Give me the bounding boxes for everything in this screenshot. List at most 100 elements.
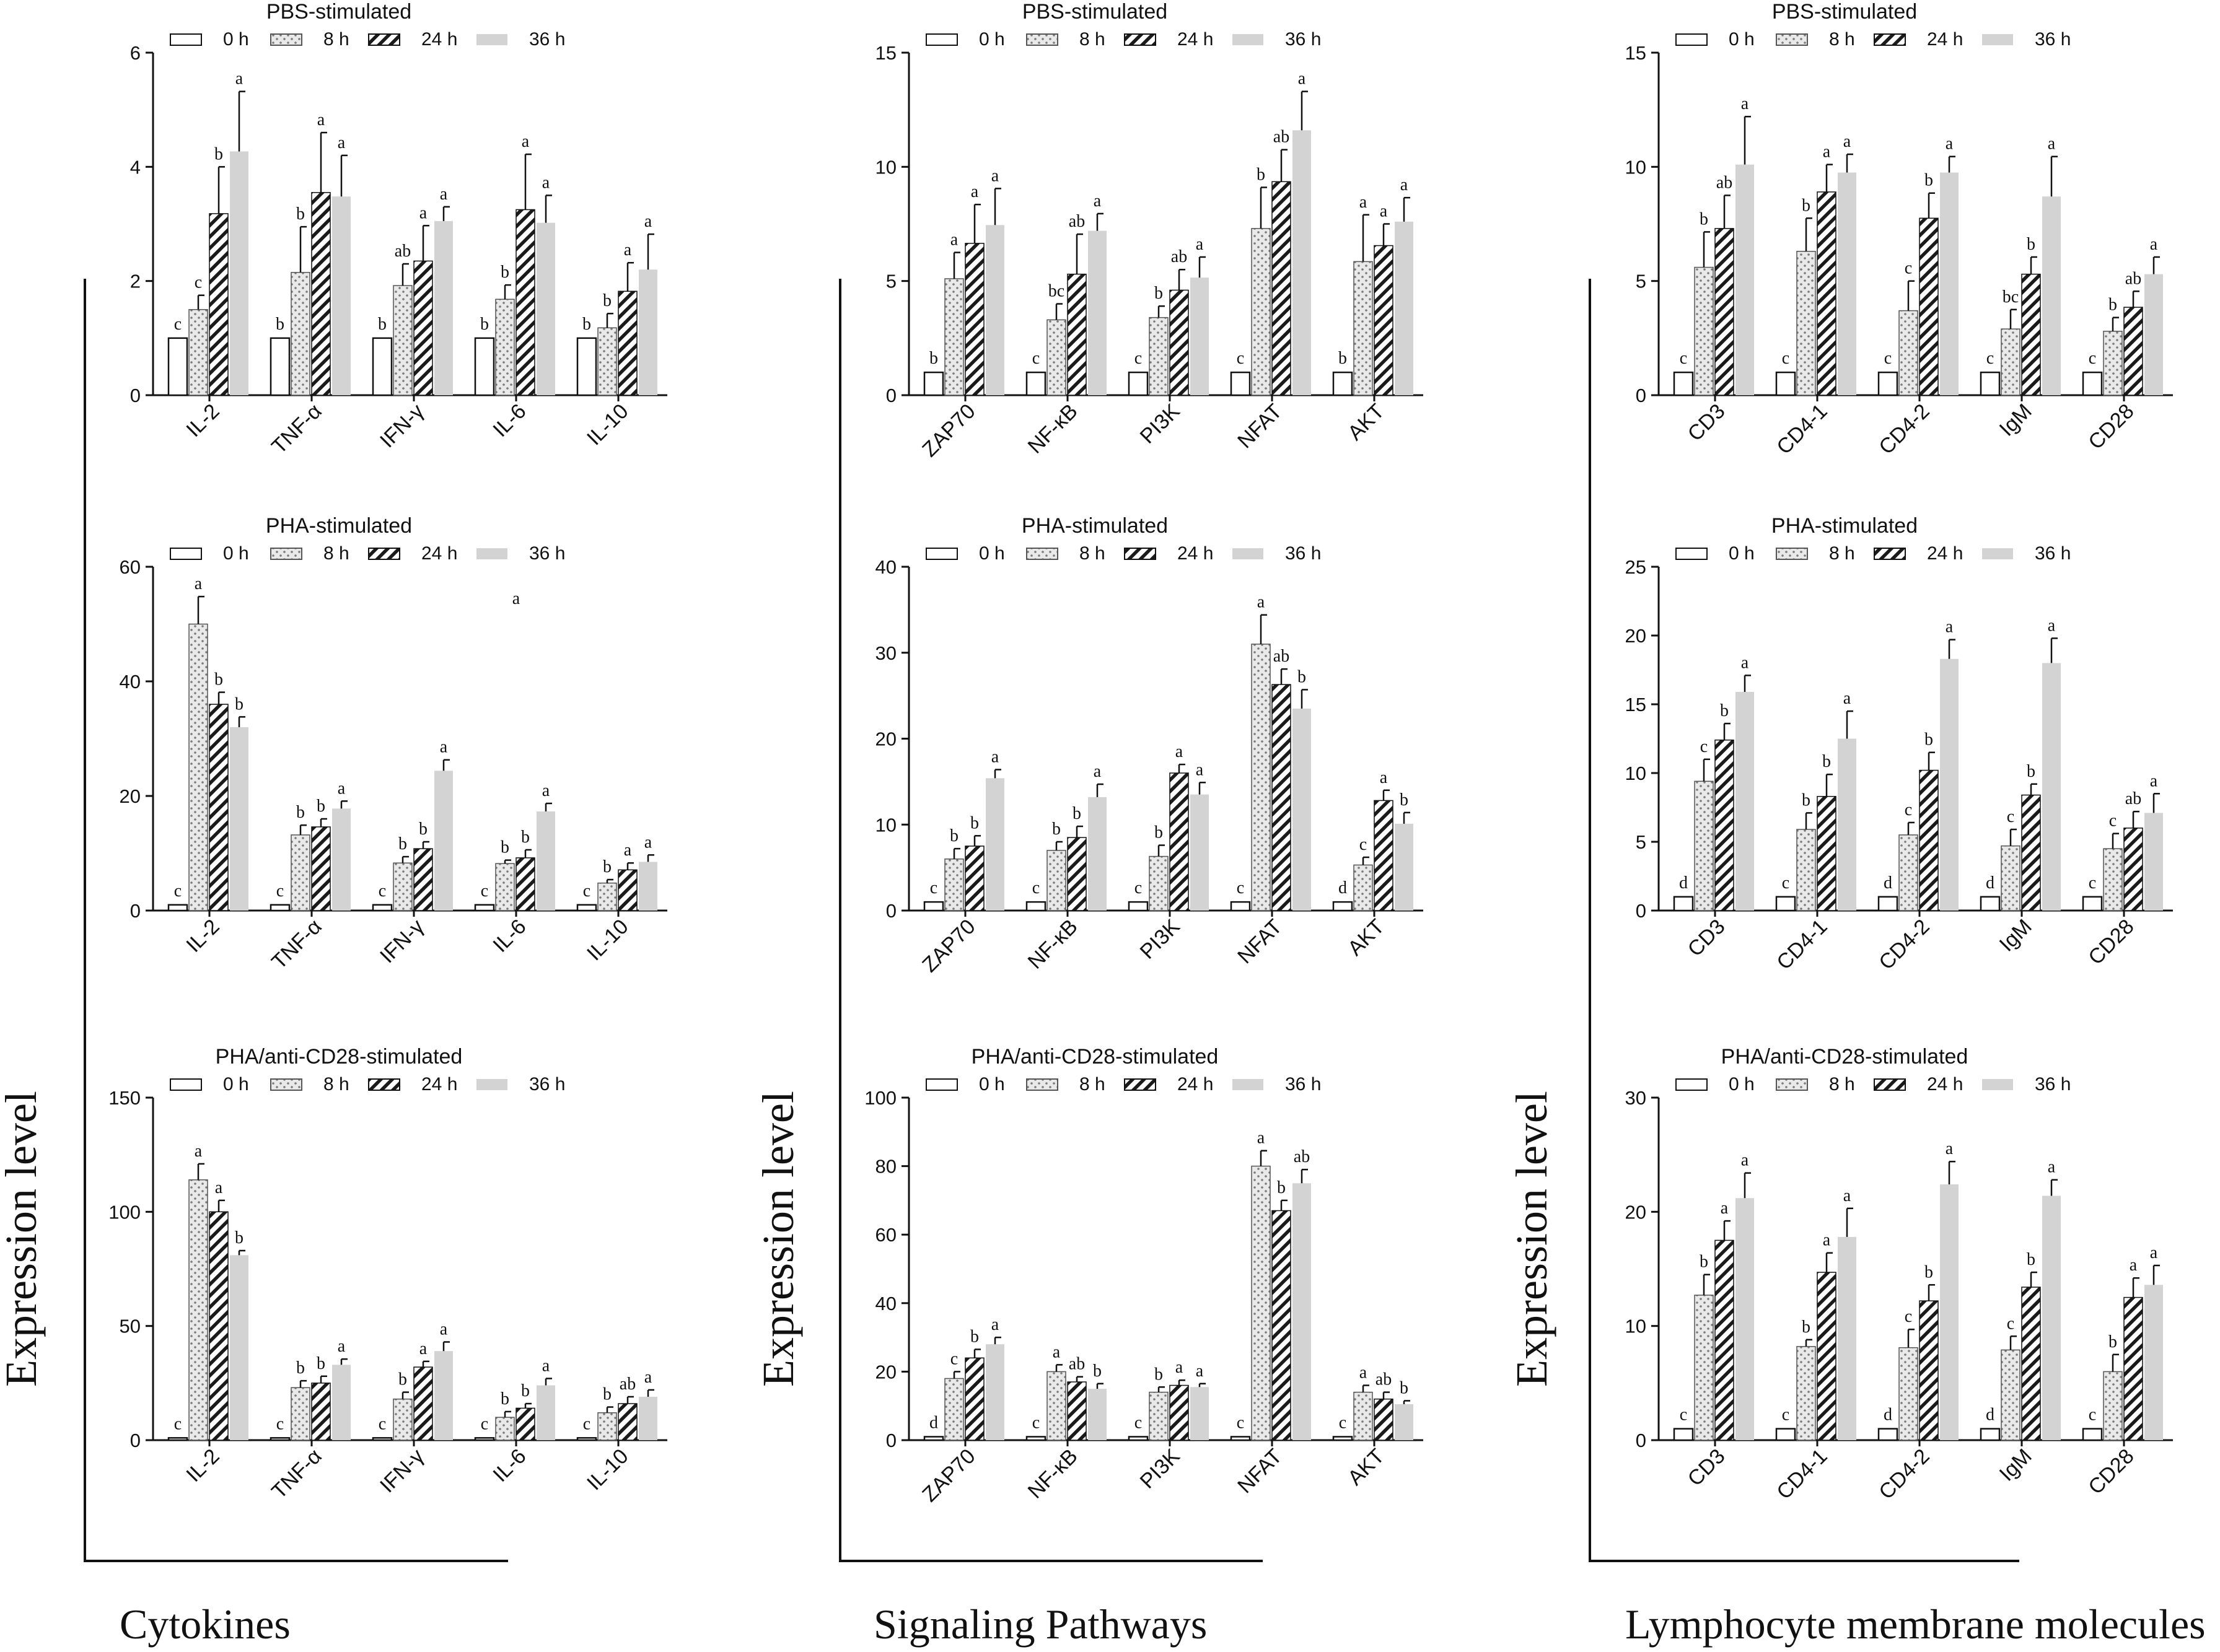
bar <box>1374 800 1393 911</box>
bar <box>332 196 351 395</box>
bar <box>188 309 208 396</box>
group-label-cytokines: Cytokines <box>120 1601 291 1648</box>
y-tick-label: 0 <box>1636 900 1646 922</box>
significance-letter: d <box>1679 873 1688 893</box>
significance-letter: b <box>521 1381 530 1401</box>
legend-swatch-2 <box>1874 1078 1906 1091</box>
y-tick-label: 5 <box>1636 831 1646 853</box>
bar <box>1332 901 1353 912</box>
bar <box>1067 273 1087 396</box>
legend-swatch-1 <box>1776 33 1808 46</box>
bar <box>1395 1404 1413 1440</box>
bar <box>495 863 515 911</box>
bar <box>1128 901 1149 912</box>
bar <box>1796 250 1816 396</box>
y-tick-label: 0 <box>886 385 897 406</box>
significance-letter: ab <box>1375 1370 1392 1389</box>
legend-label: 0 h <box>1729 1074 1755 1095</box>
bar <box>965 243 985 396</box>
y-axis-label-cytokines: Expression level <box>0 1091 46 1387</box>
legend-label: 24 h <box>1177 543 1213 564</box>
significance-letter: a <box>1196 235 1204 254</box>
category-label: IL-6 <box>488 915 530 957</box>
significance-letter: a <box>195 574 203 593</box>
panel-8: PHA/anti-CD28-stimulated 0 20 40 60 80 100 0 h 8… <box>864 1045 1423 1506</box>
y-tick-label: 6 <box>130 42 141 64</box>
group-bracket-membrane <box>1589 279 2019 1562</box>
bar <box>1838 1236 1856 1440</box>
bar <box>1940 658 1959 911</box>
bar <box>332 808 351 911</box>
bar <box>372 337 393 396</box>
legend-swatch-1 <box>1026 33 1058 46</box>
significance-letter: a <box>440 185 448 204</box>
category-label: ZAP70 <box>918 400 980 461</box>
bar <box>1169 289 1189 396</box>
significance-letter: a <box>2048 134 2056 154</box>
legend-swatch-1 <box>270 33 302 46</box>
y-tick-label: 20 <box>1625 625 1646 647</box>
significance-letter: a <box>1359 1363 1367 1383</box>
legend-label: 8 h <box>1079 543 1105 564</box>
bar <box>1735 1198 1754 1440</box>
y-tick-label: 40 <box>120 671 141 693</box>
category-label: IL-10 <box>582 400 633 450</box>
bar <box>597 1412 617 1441</box>
category-label: IFN-γ <box>375 1444 429 1498</box>
significance-letter: ab <box>1069 1355 1085 1374</box>
bar <box>2082 896 2103 912</box>
bar <box>1673 371 1694 396</box>
significance-letter: c <box>276 1414 284 1433</box>
panel-title: PHA-stimulated <box>1771 514 1918 538</box>
bar <box>1332 371 1353 396</box>
y-axis-label-signaling: Expression level <box>753 1091 803 1387</box>
category-label: TNF-α <box>267 915 327 974</box>
bar <box>639 862 657 911</box>
significance-letter: a <box>419 203 428 222</box>
significance-letter: a <box>1380 202 1388 221</box>
legend-swatch-3 <box>1982 34 2013 45</box>
bar <box>639 1396 657 1440</box>
significance-letter: c <box>2007 807 2014 826</box>
bar <box>1775 371 1796 396</box>
significance-letter: b <box>1802 1318 1810 1337</box>
bar <box>944 859 964 911</box>
significance-letter: a <box>542 781 550 800</box>
significance-letter: a <box>1843 132 1851 151</box>
category-label: IL-10 <box>582 1444 633 1495</box>
bar <box>1775 896 1796 912</box>
bar <box>1046 319 1066 396</box>
significance-letter: c <box>1032 1413 1040 1432</box>
bar <box>965 1357 985 1441</box>
bar <box>1271 1210 1291 1441</box>
legend-swatch-3 <box>1232 34 1263 45</box>
bar <box>1149 855 1169 911</box>
y-tick-label: 10 <box>1625 1316 1646 1337</box>
significance-letter: c <box>379 881 386 901</box>
category-label: NFAT <box>1233 915 1287 969</box>
bar <box>1251 1165 1271 1441</box>
y-tick-label: 20 <box>875 728 897 750</box>
significance-letter: a <box>950 230 959 250</box>
bar <box>434 771 453 911</box>
significance-letter: b <box>2027 1250 2035 1269</box>
significance-letter: a <box>1257 1129 1265 1148</box>
bar <box>413 260 433 396</box>
bar <box>311 826 331 911</box>
y-tick-label: 20 <box>875 1361 897 1383</box>
y-tick-label: 50 <box>120 1316 141 1337</box>
bar <box>1980 1428 2001 1441</box>
legend-label: 8 h <box>1829 29 1855 50</box>
significance-letter: c <box>1905 259 1912 278</box>
category-label: CD28 <box>2084 1444 2138 1499</box>
significance-letter: b <box>501 1389 509 1409</box>
legend-label: 8 h <box>323 29 349 50</box>
legend-swatch-2 <box>368 33 400 46</box>
legend-swatch-3 <box>1232 1079 1263 1090</box>
significance-letter: c <box>1700 737 1708 756</box>
significance-letter: a <box>991 1315 999 1334</box>
significance-letter: b <box>603 291 612 310</box>
bar <box>1088 230 1107 395</box>
